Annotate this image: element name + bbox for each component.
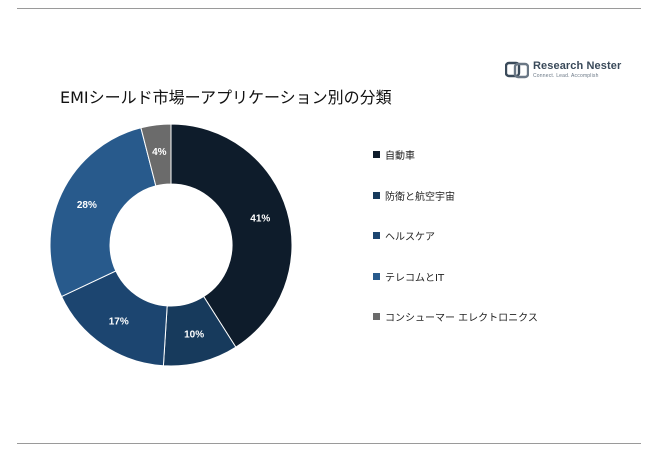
legend-label-4: テレコムとIT bbox=[385, 272, 445, 284]
legend-item-5: コンシューマー エレクトロニクス bbox=[373, 309, 538, 324]
logo-mark-icon bbox=[505, 61, 529, 79]
legend-swatch-1 bbox=[373, 151, 380, 158]
legend-swatch-2 bbox=[373, 191, 380, 199]
legend-label-1: 自動車 bbox=[385, 151, 415, 162]
donut-slice-1 bbox=[170, 123, 293, 348]
slice-value-label-1: 41% bbox=[250, 214, 270, 225]
slice-value-label-3: 17% bbox=[109, 316, 129, 327]
legend-item-1: 自動車 bbox=[373, 147, 415, 162]
legend-swatch-5 bbox=[373, 313, 380, 320]
slice-value-label-2: 10% bbox=[184, 330, 204, 341]
top-divider bbox=[17, 8, 641, 9]
legend-swatch-3 bbox=[373, 232, 380, 239]
slice-value-label-5: 4% bbox=[152, 147, 167, 158]
donut-slice-4 bbox=[49, 127, 157, 298]
legend-item-3: ヘルスケア bbox=[373, 228, 435, 243]
legend-swatch-4 bbox=[373, 272, 380, 280]
slice-value-label-4: 28% bbox=[77, 200, 97, 211]
bottom-divider bbox=[17, 443, 641, 444]
legend-label-2: 防衛と航空宇宙 bbox=[385, 191, 455, 203]
chart-title: EMIシールド市場ーアプリケーション別の分類 bbox=[60, 88, 392, 107]
donut-slice-5 bbox=[140, 123, 172, 187]
logo-name: Research Nester bbox=[533, 60, 622, 72]
legend-item-4: テレコムとIT bbox=[373, 269, 444, 284]
research-nester-logo: Research Nester Connect. Lead. Accomplis… bbox=[505, 60, 621, 80]
legend-label-5: コンシューマー エレクトロニクス bbox=[385, 313, 538, 324]
legend-label-3: ヘルスケア bbox=[385, 232, 435, 243]
legend-item-2: 防衛と航空宇宙 bbox=[373, 188, 455, 203]
logo-tagline: Connect. Lead. Accomplish bbox=[533, 73, 599, 79]
